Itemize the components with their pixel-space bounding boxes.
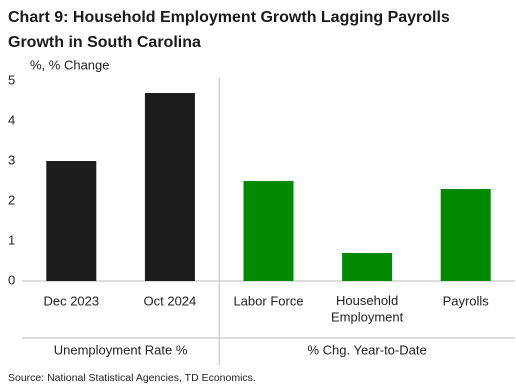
x-tick-label: Labor Force — [233, 293, 303, 308]
bar — [342, 253, 393, 281]
y-tick-label: 4 — [8, 112, 15, 127]
x-tick-label: Oct 2024 — [144, 293, 197, 308]
y-tick-label: 3 — [8, 152, 15, 167]
chart-title: Growth in South Carolina — [8, 34, 201, 51]
y-tick-label: 2 — [8, 192, 15, 207]
bar — [144, 93, 195, 281]
y-tick-label: 1 — [8, 232, 15, 247]
bar — [243, 181, 294, 281]
bar — [440, 189, 491, 281]
chart-title: Chart 9: Household Employment Growth Lag… — [8, 9, 450, 26]
bar — [46, 161, 97, 281]
y-axis-label: %, % Change — [30, 57, 110, 72]
source: Source: National Statistical Agencies, T… — [8, 372, 256, 384]
x-tick-label: Household Employment — [331, 293, 404, 324]
x-tick-label: Payrolls — [443, 293, 490, 308]
y-tick-label: 5 — [8, 72, 15, 87]
group-label: Unemployment Rate % — [54, 342, 188, 357]
group-label: % Chg. Year-to-Date — [307, 342, 426, 357]
y-tick-label: 0 — [8, 272, 15, 287]
x-tick-label: Dec 2023 — [43, 293, 99, 308]
